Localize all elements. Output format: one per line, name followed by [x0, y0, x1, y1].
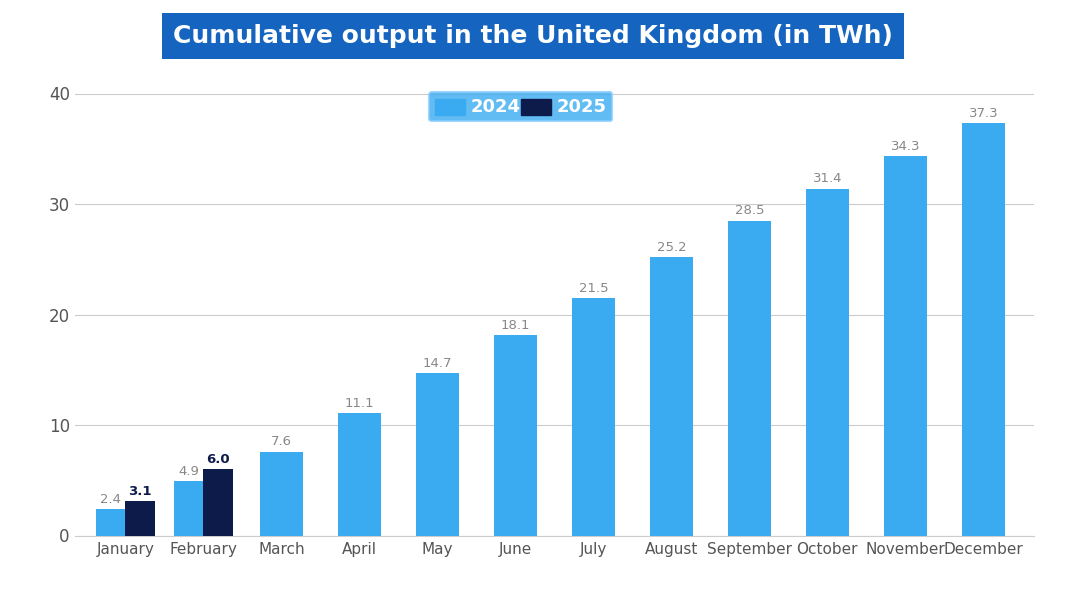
Text: 11.1: 11.1: [344, 396, 374, 409]
Text: 14.7: 14.7: [422, 357, 452, 369]
Text: 18.1: 18.1: [501, 319, 530, 332]
Text: 28.5: 28.5: [734, 204, 764, 217]
Text: 2.4: 2.4: [100, 493, 122, 506]
Bar: [494, 336, 537, 536]
Text: 3.1: 3.1: [128, 485, 151, 498]
Bar: [650, 257, 693, 536]
Text: 37.3: 37.3: [969, 107, 998, 120]
Bar: [204, 469, 233, 536]
Bar: [806, 189, 849, 536]
Text: 7.6: 7.6: [271, 435, 292, 448]
Bar: [174, 481, 204, 536]
Bar: [126, 501, 155, 536]
Bar: [728, 221, 771, 536]
Bar: [96, 509, 126, 536]
Bar: [338, 413, 381, 536]
Bar: [884, 156, 926, 536]
Bar: [416, 373, 458, 536]
Text: 4.9: 4.9: [178, 465, 199, 478]
Bar: [962, 123, 1005, 536]
Text: 31.4: 31.4: [812, 172, 842, 185]
Bar: [260, 452, 303, 536]
Text: Cumulative output in the United Kingdom (in TWh): Cumulative output in the United Kingdom …: [173, 24, 893, 48]
Text: 6.0: 6.0: [207, 453, 230, 466]
Text: 25.2: 25.2: [657, 241, 687, 253]
Legend: 2024, 2025: 2024, 2025: [430, 92, 612, 121]
Bar: [571, 298, 615, 536]
Text: 21.5: 21.5: [579, 281, 608, 295]
Text: 34.3: 34.3: [890, 140, 920, 153]
